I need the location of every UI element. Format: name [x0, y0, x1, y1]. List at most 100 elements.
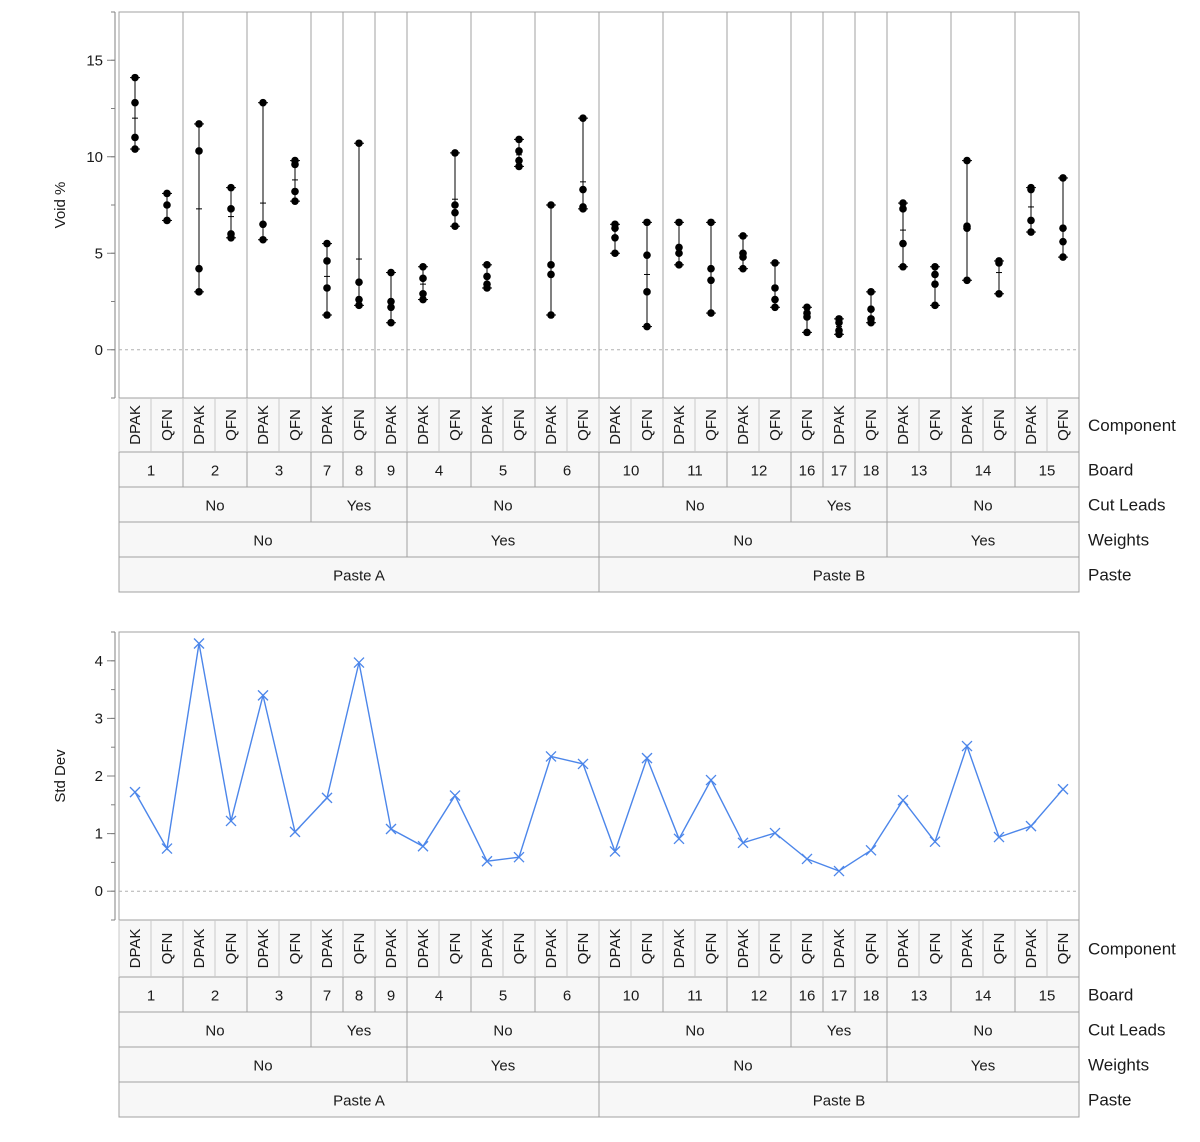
stddev-marker — [353, 657, 365, 668]
stddev-weights-label: Yes — [971, 1058, 995, 1075]
stddev-marker — [385, 823, 397, 835]
void-data-point — [451, 208, 459, 217]
void-data-point — [1059, 237, 1067, 246]
void-data-point — [1059, 174, 1067, 182]
stddev-board-label: 18 — [863, 988, 880, 1005]
stddev-marker — [641, 752, 653, 764]
void-weights-label: Yes — [971, 533, 995, 550]
void-data-point — [419, 262, 427, 271]
stddev-marker — [193, 638, 205, 649]
void-data-point — [195, 120, 203, 128]
void-component-label: DPAK — [319, 405, 336, 445]
void-data-point — [227, 205, 235, 213]
void-cut-leads-label: No — [493, 498, 512, 515]
stddev-component-label: QFN — [703, 933, 720, 965]
void-component-label: QFN — [767, 409, 784, 441]
void-data-point — [323, 284, 331, 292]
void-data-point — [387, 318, 395, 327]
void-data-point — [803, 328, 811, 337]
void-component-label: QFN — [703, 409, 720, 441]
void-data-point — [931, 301, 939, 310]
stddev-factor-name: Weights — [1088, 1056, 1149, 1075]
void-data-point — [611, 234, 619, 242]
stddev-marker — [865, 844, 877, 856]
void-data-point — [643, 251, 651, 259]
stddev-component-label: QFN — [991, 933, 1008, 965]
void-component-label: DPAK — [607, 405, 624, 445]
void-data-point — [1059, 224, 1067, 232]
stddev-board-label: 1 — [147, 988, 155, 1005]
void-board-label: 9 — [387, 463, 395, 480]
void-data-point — [675, 218, 683, 227]
stddev-component-label: DPAK — [255, 929, 272, 969]
stddev-marker — [417, 840, 429, 852]
void-weights-label: No — [253, 533, 272, 550]
stddev-marker — [929, 836, 941, 848]
void-data-point — [1027, 228, 1035, 236]
stddev-board-label: 4 — [435, 988, 443, 1005]
void-axis-group: 0 5 10 15 Void % — [52, 11, 1080, 399]
void-data-point — [195, 288, 203, 296]
stddev-weights-label: Yes — [491, 1058, 515, 1075]
stddev-component-label: DPAK — [1023, 929, 1040, 969]
void-data-point — [643, 218, 651, 227]
stddev-board-label: 3 — [275, 988, 283, 1005]
void-component-label: QFN — [575, 409, 592, 441]
void-data-point — [131, 145, 139, 153]
stddev-component-label: QFN — [767, 933, 784, 965]
void-data-point — [963, 224, 971, 232]
void-component-label: QFN — [927, 409, 944, 441]
void-factor-name: Weights — [1088, 531, 1149, 550]
stddev-board-label: 11 — [687, 988, 703, 1005]
stddev-series-group — [129, 638, 1069, 877]
stddev-y-tick-label: 0 — [95, 883, 103, 900]
stddev-component-label: QFN — [575, 933, 592, 965]
stddev-marker-stroke — [801, 853, 813, 865]
stddev-component-label: DPAK — [671, 929, 688, 969]
void-board-label: 8 — [355, 463, 363, 480]
stddev-y-axis-title: Std Dev — [52, 749, 69, 803]
void-data-point — [579, 114, 587, 122]
stddev-factor-name: Cut Leads — [1088, 1021, 1166, 1040]
stddev-component-label: DPAK — [735, 929, 752, 969]
void-data-point — [259, 220, 267, 229]
stddev-marker-stroke — [417, 840, 429, 852]
stddev-marker-stroke — [737, 837, 749, 849]
stddev-component-label: QFN — [1055, 933, 1072, 965]
stddev-marker-stroke — [353, 657, 365, 668]
stddev-marker — [897, 794, 909, 806]
void-data-point — [899, 239, 907, 248]
stddev-component-label: QFN — [511, 933, 528, 965]
stddev-factor-name: Component — [1088, 940, 1176, 959]
void-data-point — [355, 295, 363, 304]
stddev-component-label: DPAK — [543, 929, 560, 969]
void-factor-name: Board — [1088, 461, 1133, 480]
void-data-point — [739, 253, 747, 261]
void-data-point — [867, 305, 875, 314]
void-data-point — [291, 160, 299, 169]
stddev-y-tick-label: 4 — [95, 653, 103, 670]
stddev-component-label: DPAK — [831, 929, 848, 969]
stddev-marker — [129, 786, 141, 798]
stddev-factor-name: Paste — [1088, 1091, 1131, 1110]
stddev-marker-stroke — [257, 689, 269, 701]
void-data-point — [771, 303, 779, 312]
void-y-tick-label: 15 — [86, 52, 103, 69]
void-data-point — [163, 189, 171, 198]
void-cut-leads-label: Yes — [827, 498, 851, 515]
stddev-component-label: QFN — [447, 933, 464, 965]
stddev-component-label: QFN — [351, 933, 368, 965]
void-data-point — [419, 289, 427, 298]
stddev-marker-stroke — [1057, 783, 1069, 795]
void-data-point — [739, 264, 747, 273]
void-data-point — [195, 264, 203, 273]
stddev-plot-frame — [118, 631, 1080, 921]
void-data-point — [323, 239, 331, 248]
void-component-label: QFN — [223, 409, 240, 441]
void-data-point — [611, 249, 619, 258]
stddev-marker-stroke — [481, 855, 493, 867]
stddev-marker-stroke — [833, 865, 845, 877]
stddev-marker — [321, 792, 333, 804]
void-data-point — [131, 73, 139, 82]
stddev-marker-stroke — [609, 845, 621, 857]
